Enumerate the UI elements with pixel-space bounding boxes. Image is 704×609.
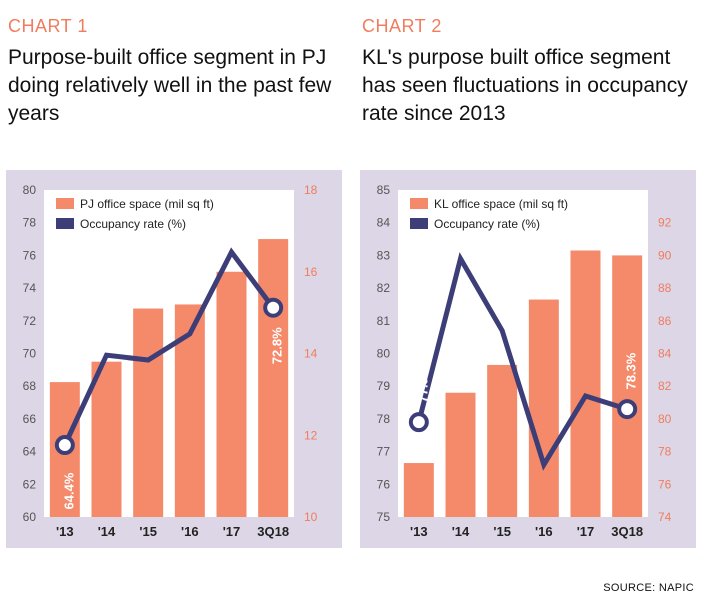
category-label: '17 — [577, 524, 595, 539]
bar-5 — [612, 255, 643, 517]
right-axis-tick: 16 — [304, 265, 318, 279]
legend-label-bar: PJ office space (mil sq ft) — [80, 197, 214, 211]
chart-2-panel: CHART 2 KL's purpose built office segmen… — [360, 0, 700, 609]
occupancy-line — [62, 247, 276, 447]
category-label: '13 — [56, 524, 74, 539]
category-label: 3Q18 — [611, 524, 643, 539]
plot-area — [44, 190, 294, 517]
legend-swatch-line — [410, 218, 428, 229]
left-axis-tick: 76 — [23, 248, 37, 262]
bar-4 — [570, 250, 601, 517]
right-axis-tick: 14 — [304, 347, 318, 361]
chart-1-svg: 64.4% 72.8% 60 62 64 66 68 70 72 74 76 78 80 10 12 14 16… — [6, 170, 342, 548]
category-label: '16 — [535, 524, 553, 539]
right-axis-tick: 90 — [658, 248, 672, 262]
left-axis-tick: 80 — [377, 347, 391, 361]
left-axis-tick: 82 — [377, 281, 391, 295]
line-point-marker-5 — [617, 399, 638, 420]
left-axis-tick: 66 — [23, 412, 37, 426]
left-axis-tick: 68 — [23, 379, 37, 393]
line-point-marker-5 — [263, 297, 284, 318]
right-axis-tick: 86 — [658, 314, 672, 328]
left-axis-tick: 84 — [377, 216, 391, 230]
right-axis-tick: 10 — [304, 510, 318, 524]
bar-4 — [216, 271, 247, 517]
left-axis-tick: 85 — [377, 183, 391, 197]
category-label: '16 — [181, 524, 199, 539]
legend-label-line: Occupancy rate (%) — [434, 217, 540, 231]
legend-swatch-bar — [56, 198, 74, 209]
bar-5 — [258, 239, 289, 518]
chart-2-svg: 77.9% 78.3% 75 76 77 78 79 80 81 82 83 84 85 74 76 78 80… — [360, 170, 696, 548]
left-axis-tick: 78 — [377, 412, 391, 426]
left-axis-tick: 72 — [23, 314, 37, 328]
data-label-5: 78.3% — [624, 352, 639, 389]
category-label: '15 — [493, 524, 511, 539]
right-axis-tick: 18 — [304, 183, 318, 197]
right-axis-tick: 80 — [658, 412, 672, 426]
left-axis-tick: 70 — [23, 347, 37, 361]
left-axis-tick: 62 — [23, 477, 37, 491]
chart-1-title: Purpose-built office segment in PJ doing… — [8, 46, 332, 125]
data-label-5: 72.8% — [270, 327, 285, 364]
bar-1 — [91, 361, 122, 517]
left-axis-tick: 64 — [23, 445, 37, 459]
data-label-0: 77.9% — [415, 365, 430, 402]
bar-1 — [445, 392, 476, 517]
category-label: 3Q18 — [257, 524, 289, 539]
source-note: SOURCE: NAPIC — [603, 582, 694, 594]
left-axis-tick: 74 — [23, 281, 37, 295]
left-axis-tick: 79 — [377, 379, 391, 393]
left-axis-tick: 60 — [23, 510, 37, 524]
left-axis-tick: 75 — [377, 510, 391, 524]
legend-label-line: Occupancy rate (%) — [80, 217, 186, 231]
chart-2-title: KL's purpose built office segment has se… — [362, 46, 688, 125]
left-axis-tick: 78 — [23, 216, 37, 230]
left-axis-tick: 76 — [377, 477, 391, 491]
plot-area — [398, 190, 648, 517]
data-label-0: 64.4% — [61, 472, 76, 509]
right-axis-tick: 78 — [658, 445, 672, 459]
right-axis-tick: 84 — [658, 347, 672, 361]
bar-0 — [403, 463, 434, 517]
legend-swatch-bar — [410, 198, 428, 209]
chart-1-kicker: CHART 1 — [8, 16, 88, 36]
right-axis-tick: 88 — [658, 281, 672, 295]
category-label: '15 — [139, 524, 157, 539]
left-axis-tick: 83 — [377, 248, 391, 262]
chart-1-panel: CHART 1 Purpose-built office segment in … — [6, 0, 346, 609]
bar-2 — [133, 308, 164, 517]
category-label: '14 — [452, 524, 470, 539]
right-axis-tick: 74 — [658, 510, 672, 524]
legend-swatch-line — [56, 218, 74, 229]
line-point-marker-0 — [408, 412, 429, 433]
right-axis-tick: 76 — [658, 477, 672, 491]
category-label: '14 — [98, 524, 116, 539]
category-label: '13 — [410, 524, 428, 539]
left-axis-tick: 81 — [377, 314, 391, 328]
left-axis-tick: 77 — [377, 445, 391, 459]
line-point-marker-0 — [54, 435, 75, 456]
legend-label-bar: KL office space (mil sq ft) — [434, 197, 568, 211]
right-axis-tick: 92 — [658, 216, 672, 230]
occupancy-line — [416, 252, 628, 471]
category-label: '17 — [223, 524, 241, 539]
left-axis-tick: 80 — [23, 183, 37, 197]
chart-2-kicker: CHART 2 — [362, 16, 442, 36]
bar-3 — [528, 299, 559, 517]
right-axis-tick: 82 — [658, 379, 672, 393]
right-axis-tick: 12 — [304, 428, 318, 442]
bar-2 — [487, 364, 518, 517]
